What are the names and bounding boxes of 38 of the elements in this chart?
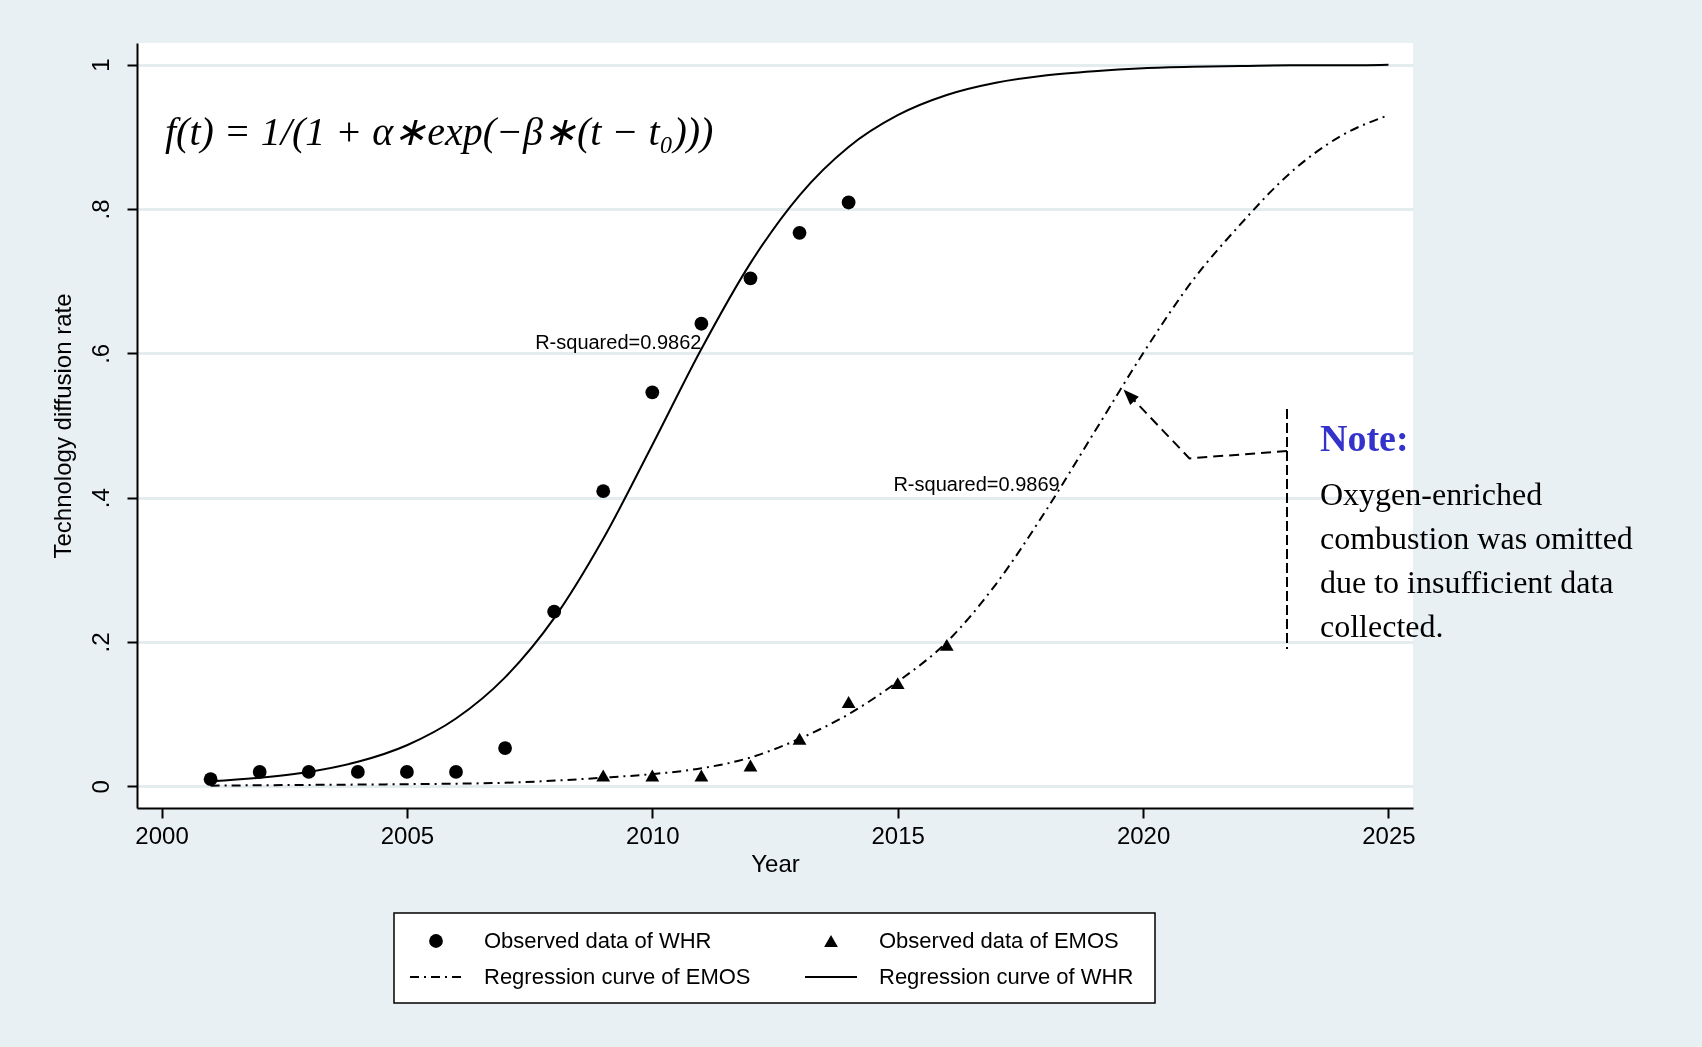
legend-label: Regression curve of EMOS	[484, 964, 751, 989]
y-axis-title: Technology diffusion rate	[48, 293, 76, 559]
point	[743, 271, 758, 286]
point	[645, 385, 660, 400]
point	[400, 765, 414, 779]
point	[841, 195, 856, 210]
point	[449, 765, 463, 779]
y-tick-label: 0	[86, 780, 114, 794]
annotation: f(t) = 1/(1 + α∗exp(−β∗(t − t₀)))	[165, 109, 714, 154]
x-tick-label: 2015	[871, 821, 925, 849]
x-tick-label: 2020	[1116, 821, 1171, 849]
point	[596, 484, 611, 499]
annotation: Note:	[1320, 417, 1409, 459]
y-tick-label: 1	[86, 58, 114, 72]
point	[939, 638, 954, 651]
y-tick-label: .4	[86, 488, 114, 509]
y-tick-label: .8	[86, 199, 114, 220]
point	[792, 225, 807, 240]
point	[498, 741, 512, 755]
legend-label: Observed data of EMOS	[879, 928, 1119, 953]
legend-label: Regression curve of WHR	[879, 964, 1134, 989]
point	[694, 316, 709, 331]
annotation: Oxygen-enriched combustion was omitted due to insufficient data collected.	[1320, 476, 1633, 644]
x-tick-label: 2025	[1362, 821, 1416, 849]
x-tick-label: 2010	[626, 821, 680, 849]
point	[841, 695, 856, 708]
legend-label: Observed data of WHR	[484, 928, 712, 953]
y-tick-label: .6	[86, 343, 114, 364]
x-axis-title: Year	[751, 849, 800, 877]
y-tick-label: .2	[86, 632, 114, 653]
x-tick-label: 2000	[135, 821, 189, 849]
x-tick-label: 2005	[380, 821, 435, 849]
point	[350, 765, 365, 779]
annotation: R-squared=0.9869	[893, 472, 1060, 495]
point	[694, 769, 709, 782]
point	[743, 759, 758, 772]
point	[890, 677, 905, 690]
annotation: R-squared=0.9862	[535, 330, 702, 353]
